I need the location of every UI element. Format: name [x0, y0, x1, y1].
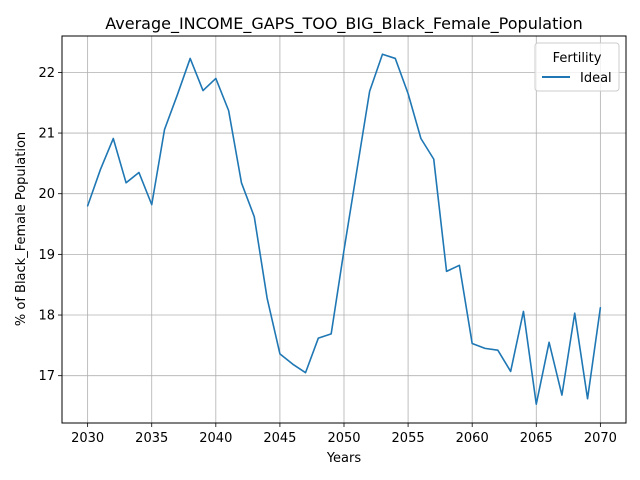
y-tick-label: 19	[38, 248, 55, 263]
x-tick-label: 2065	[520, 431, 553, 446]
x-tick-label: 2060	[456, 431, 489, 446]
legend: Fertility Ideal	[534, 42, 620, 92]
x-tick-label: 2055	[392, 431, 425, 446]
y-tick-label: 22	[38, 66, 55, 81]
legend-title: Fertility	[553, 51, 602, 66]
x-tick-label: 2045	[263, 431, 296, 446]
x-axis-label: Years	[326, 451, 362, 466]
x-axis-ticks: 2030 2035 2040 2045 2050 2055 2060 2065 2070	[71, 423, 617, 446]
y-axis-ticks: 17 18 19 20 21 22	[38, 66, 62, 384]
x-tick-label: 2035	[135, 431, 168, 446]
chart-title: Average_INCOME_GAPS_TOO_BIG_Black_Female…	[105, 14, 582, 34]
x-tick-label: 2050	[327, 431, 360, 446]
legend-box	[534, 42, 620, 92]
series-line-ideal	[86, 53, 602, 406]
y-tick-label: 20	[38, 187, 55, 202]
y-axis-label: % of Black_Female Population	[14, 132, 29, 326]
y-tick-label: 18	[38, 309, 55, 324]
y-tick-label: 21	[38, 127, 55, 142]
x-tick-label: 2070	[584, 431, 617, 446]
x-tick-label: 2040	[199, 431, 232, 446]
y-tick-label: 17	[38, 369, 55, 384]
legend-label-ideal: Ideal	[580, 71, 612, 86]
series-layer	[86, 53, 602, 406]
x-tick-label: 2030	[71, 431, 104, 446]
